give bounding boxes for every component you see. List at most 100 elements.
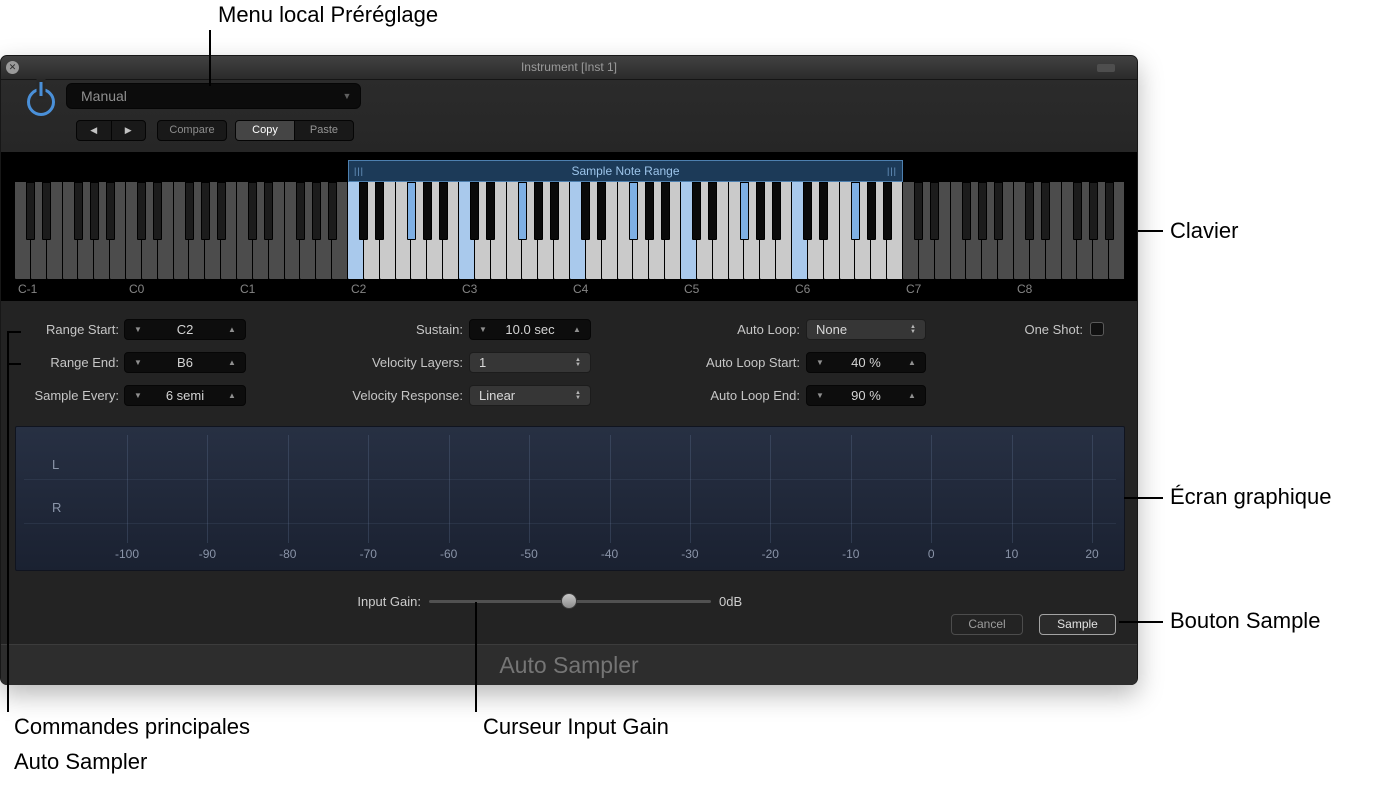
piano-key-black[interactable]: [930, 182, 940, 240]
step-up-icon[interactable]: ▲: [908, 391, 916, 400]
piano-key-black[interactable]: [1088, 182, 1098, 240]
piano-key-black[interactable]: [961, 182, 971, 240]
piano-key-black[interactable]: [406, 182, 416, 240]
compare-button[interactable]: Compare: [157, 120, 227, 141]
auto-loop-start-value[interactable]: 40 %: [851, 355, 881, 370]
piano-key-black[interactable]: [628, 182, 638, 240]
piano-key-black[interactable]: [708, 182, 718, 240]
range-start-stepper[interactable]: ▼ C2 ▲: [124, 319, 246, 340]
sample-note-range-bar[interactable]: ||| Sample Note Range |||: [348, 160, 903, 182]
piano-key-black[interactable]: [597, 182, 607, 240]
piano-key-black[interactable]: [264, 182, 274, 240]
sample-every-label: Sample Every:: [34, 388, 119, 403]
piano-key-black[interactable]: [375, 182, 385, 240]
piano-key-black[interactable]: [1041, 182, 1051, 240]
piano-key-black[interactable]: [1104, 182, 1114, 240]
piano-key-black[interactable]: [1072, 182, 1082, 240]
piano-key-black[interactable]: [803, 182, 813, 240]
piano-key-black[interactable]: [914, 182, 924, 240]
auto-loop-end-label: Auto Loop End:: [710, 388, 800, 403]
sustain-stepper[interactable]: ▼ 10.0 sec ▲: [469, 319, 591, 340]
step-up-icon[interactable]: ▲: [228, 358, 236, 367]
sample-every-value[interactable]: 6 semi: [165, 388, 205, 403]
piano-key-black[interactable]: [850, 182, 860, 240]
piano-key-black[interactable]: [660, 182, 670, 240]
piano-keyboard[interactable]: [15, 182, 1125, 279]
piano-key-black[interactable]: [359, 182, 369, 240]
piano-key-black[interactable]: [1025, 182, 1035, 240]
piano-key-black[interactable]: [977, 182, 987, 240]
sample-every-stepper[interactable]: ▼ 6 semi ▲: [124, 385, 246, 406]
next-preset-button[interactable]: ▶: [124, 125, 132, 135]
piano-key-black[interactable]: [993, 182, 1003, 240]
step-down-icon[interactable]: ▼: [134, 391, 142, 400]
step-down-icon[interactable]: ▼: [134, 325, 142, 334]
piano-key-black[interactable]: [184, 182, 194, 240]
velocity-response-select[interactable]: Linear ▲ ▼: [469, 385, 591, 406]
auto-loop-end-stepper[interactable]: ▼ 90 % ▲: [806, 385, 926, 406]
piano-key-black[interactable]: [105, 182, 115, 240]
piano-key-black[interactable]: [137, 182, 147, 240]
range-end-value[interactable]: B6: [177, 355, 193, 370]
piano-key-black[interactable]: [755, 182, 765, 240]
range-left-handle-icon[interactable]: |||: [354, 166, 365, 176]
piano-key-black[interactable]: [73, 182, 83, 240]
callout-line-sample-button: [1119, 621, 1163, 623]
piano-key-black[interactable]: [438, 182, 448, 240]
piano-key-black[interactable]: [771, 182, 781, 240]
piano-key-black[interactable]: [517, 182, 527, 240]
piano-key-black[interactable]: [153, 182, 163, 240]
piano-key-black[interactable]: [42, 182, 52, 240]
piano-key-black[interactable]: [581, 182, 591, 240]
step-down-icon[interactable]: ▼: [816, 358, 824, 367]
piano-key-black[interactable]: [486, 182, 496, 240]
auto-sampler-window: Instrument [Inst 1] ✕ Manual ▼ ◀ ▶ Compa…: [0, 55, 1138, 685]
piano-key-black[interactable]: [739, 182, 749, 240]
copy-button[interactable]: Copy: [236, 121, 295, 140]
select-arrows-icon: ▲ ▼: [575, 356, 581, 368]
sustain-value[interactable]: 10.0 sec: [505, 322, 555, 337]
step-down-icon[interactable]: ▼: [479, 325, 487, 334]
piano-key-black[interactable]: [692, 182, 702, 240]
titlebar-right-control[interactable]: [1097, 64, 1115, 72]
close-icon[interactable]: ✕: [6, 61, 19, 74]
one-shot-checkbox[interactable]: [1090, 322, 1104, 336]
piano-key-black[interactable]: [549, 182, 559, 240]
piano-key-black[interactable]: [311, 182, 321, 240]
previous-preset-button[interactable]: ◀: [77, 121, 112, 140]
step-up-icon[interactable]: ▲: [908, 358, 916, 367]
piano-key-black[interactable]: [882, 182, 892, 240]
piano-key-black[interactable]: [327, 182, 337, 240]
velocity-layers-select[interactable]: 1 ▲ ▼: [469, 352, 591, 373]
step-up-icon[interactable]: ▲: [228, 325, 236, 334]
auto-loop-start-stepper[interactable]: ▼ 40 % ▲: [806, 352, 926, 373]
piano-key-black[interactable]: [644, 182, 654, 240]
step-up-icon[interactable]: ▲: [573, 325, 581, 334]
piano-key-black[interactable]: [26, 182, 36, 240]
piano-key-black[interactable]: [819, 182, 829, 240]
piano-key-black[interactable]: [470, 182, 480, 240]
preset-menu[interactable]: Manual ▼: [66, 83, 361, 109]
piano-key-black[interactable]: [200, 182, 210, 240]
step-down-icon[interactable]: ▼: [816, 391, 824, 400]
piano-key-black[interactable]: [422, 182, 432, 240]
input-gain-slider-thumb[interactable]: [561, 593, 577, 609]
piano-key-black[interactable]: [533, 182, 543, 240]
piano-key-black[interactable]: [216, 182, 226, 240]
piano-key-black[interactable]: [866, 182, 876, 240]
step-up-icon[interactable]: ▲: [228, 391, 236, 400]
auto-loop-end-value[interactable]: 90 %: [851, 388, 881, 403]
piano-key-black[interactable]: [89, 182, 99, 240]
step-down-icon[interactable]: ▼: [134, 358, 142, 367]
sample-button[interactable]: Sample: [1039, 614, 1116, 635]
piano-key-black[interactable]: [295, 182, 305, 240]
range-end-stepper[interactable]: ▼ B6 ▲: [124, 352, 246, 373]
range-right-handle-icon[interactable]: |||: [886, 166, 897, 176]
piano-key-black[interactable]: [248, 182, 258, 240]
range-start-value[interactable]: C2: [176, 322, 194, 337]
cancel-button[interactable]: Cancel: [951, 614, 1023, 635]
paste-button[interactable]: Paste: [309, 124, 339, 136]
window-titlebar[interactable]: Instrument [Inst 1]: [1, 56, 1137, 80]
power-icon[interactable]: [27, 88, 55, 116]
auto-loop-select[interactable]: None ▲ ▼: [806, 319, 926, 340]
